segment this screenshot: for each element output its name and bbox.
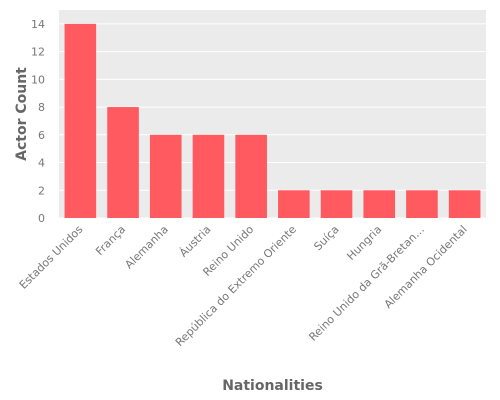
x-tick-label: Alemanha Ocidental [382,223,470,311]
bar [363,190,396,218]
bar [149,134,182,218]
x-tick-label: Áustria [177,223,214,260]
bar [235,134,267,218]
y-tick-label: 12 [31,46,45,59]
x-axis-title: Nationalities [222,378,323,394]
y-tick-label: 2 [38,184,45,197]
bar [278,190,310,218]
y-axis-ticks: 0 2 4 6 8 10 12 14 [31,18,45,225]
x-tick-label: Alemanha [122,223,170,271]
y-tick-label: 10 [31,73,45,86]
bar [448,190,481,218]
bar [320,190,353,218]
bar [107,107,139,218]
bar [192,134,225,218]
y-tick-label: 14 [31,18,45,31]
y-tick-label: 6 [38,129,45,142]
x-tick-label: Estados Unidos [17,223,86,292]
bars [64,23,481,218]
y-axis-title: Actor Count [14,67,30,161]
bar [64,23,97,218]
x-tick-label: França [93,223,128,258]
y-tick-label: 0 [38,212,45,225]
x-tick-label: Suíça [311,223,341,253]
y-tick-label: 4 [38,157,45,170]
bar [406,190,438,218]
y-tick-label: 8 [38,101,45,114]
x-tick-label: Hungria [344,223,384,263]
